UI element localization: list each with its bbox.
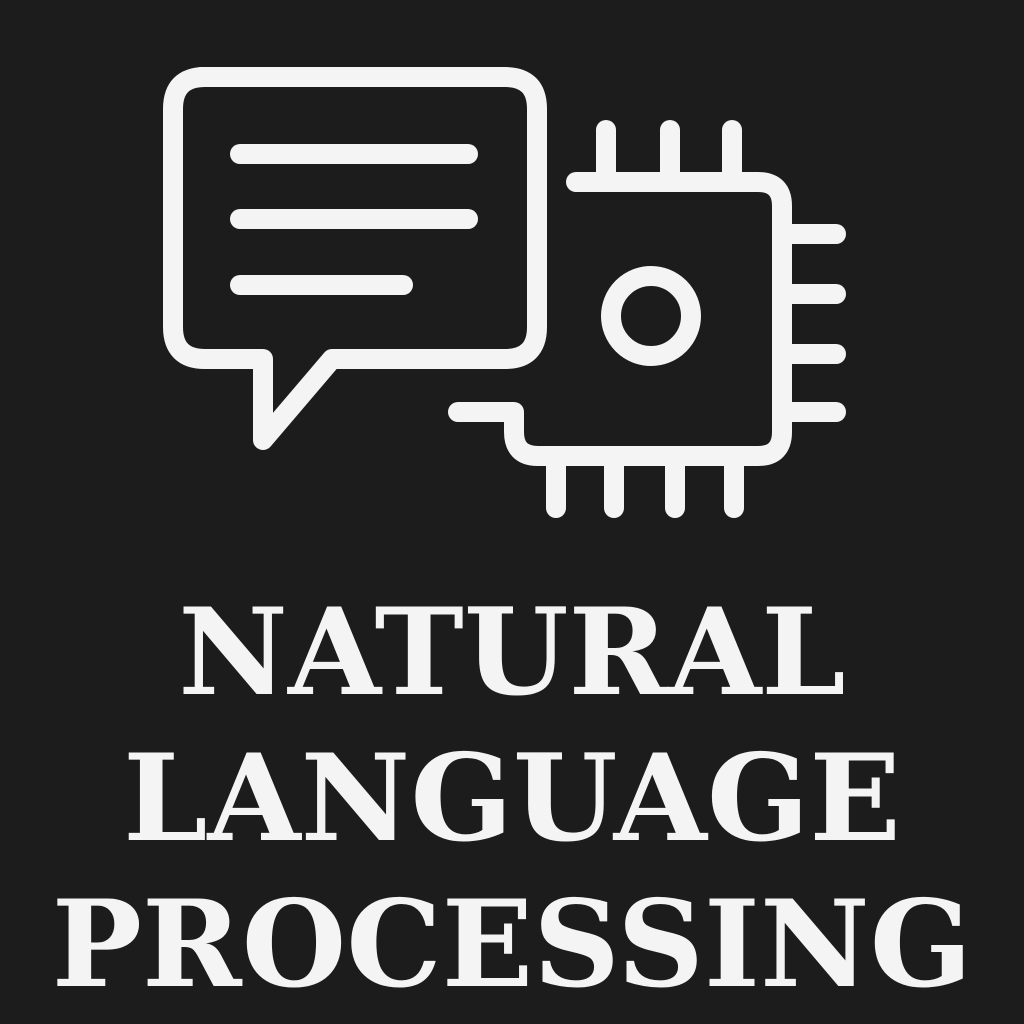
title: NATURAL LANGUAGE PROCESSING (0, 580, 1024, 1018)
nlp-icon-group (163, 67, 846, 518)
chip-body (448, 172, 792, 466)
microchip-icon (448, 120, 846, 518)
title-line-2: LANGUAGE (123, 728, 901, 869)
chat-bubble-icon (163, 67, 547, 450)
title-line-1: NATURAL (178, 582, 846, 723)
title-line-3: PROCESSING (51, 874, 973, 1015)
chat-bubble-outline (163, 67, 547, 450)
chip-core (601, 266, 701, 366)
